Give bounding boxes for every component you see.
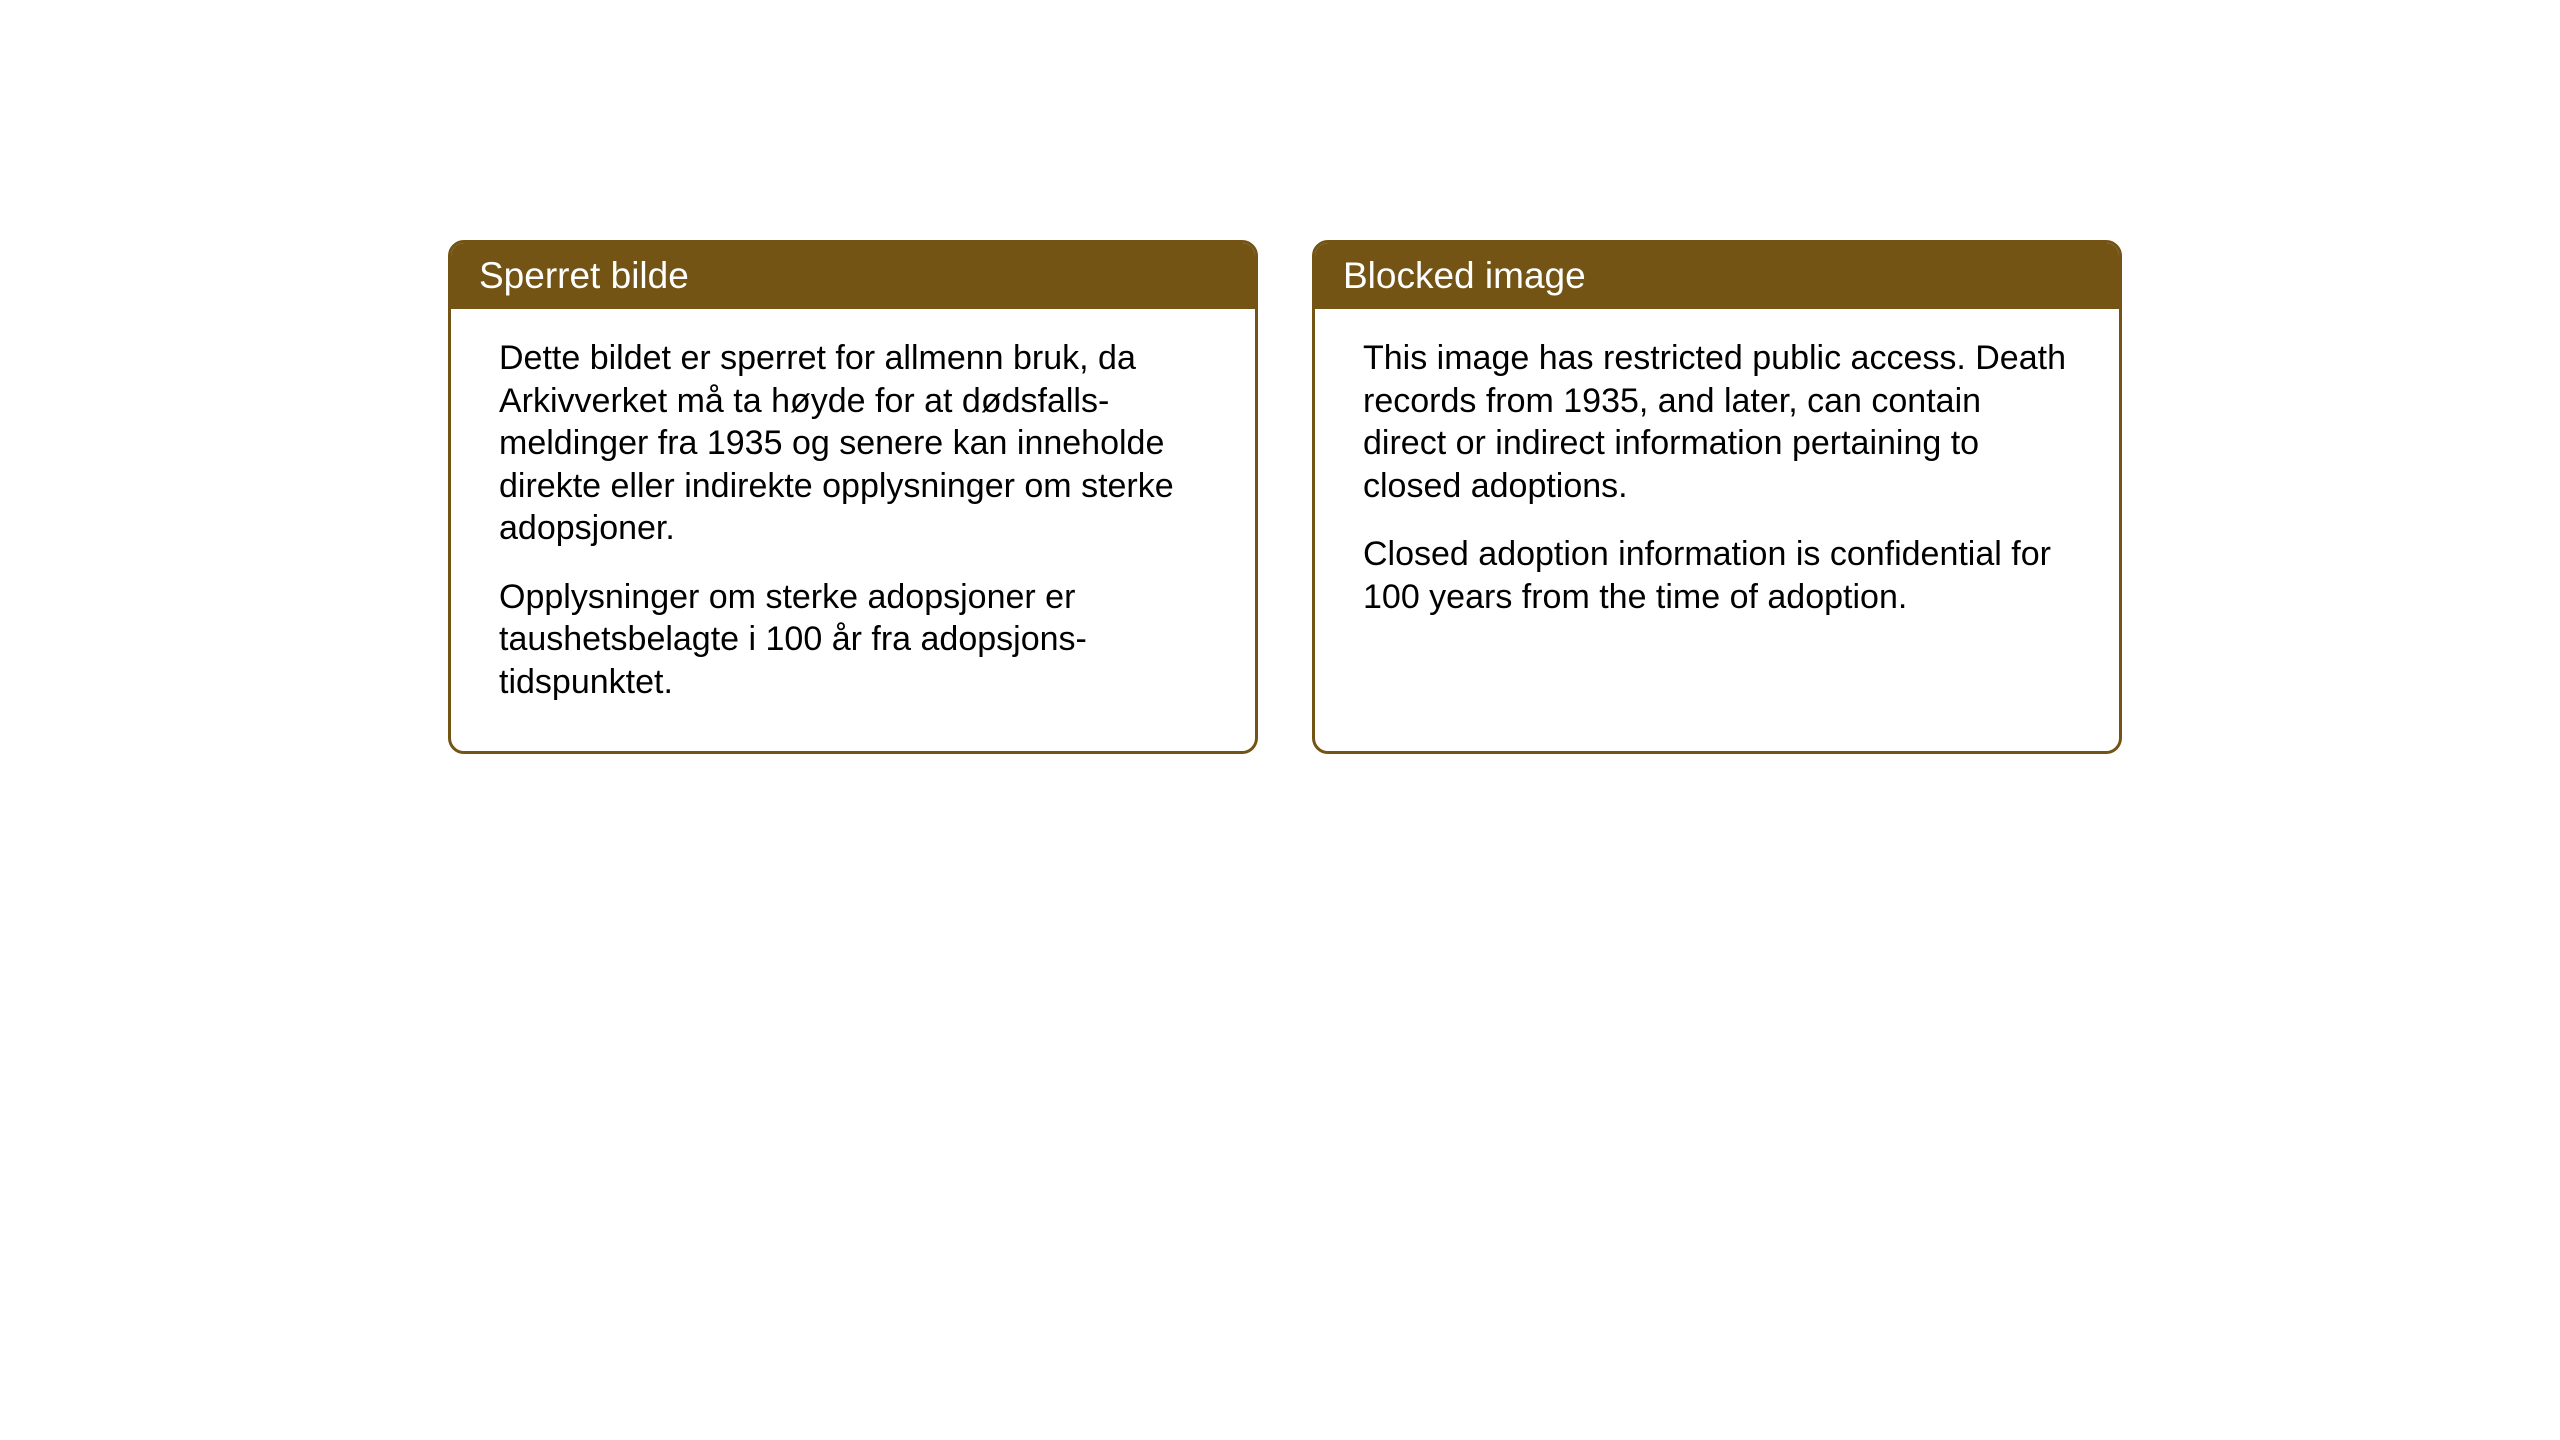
- notice-paragraph: Dette bildet er sperret for allmenn bruk…: [499, 337, 1207, 550]
- notice-container: Sperret bilde Dette bildet er sperret fo…: [0, 0, 2560, 754]
- notice-box-english: Blocked image This image has restricted …: [1312, 240, 2122, 754]
- notice-paragraph: Opplysninger om sterke adopsjoner er tau…: [499, 576, 1207, 704]
- notice-paragraph: Closed adoption information is confident…: [1363, 533, 2071, 618]
- notice-header-norwegian: Sperret bilde: [451, 243, 1255, 309]
- notice-box-norwegian: Sperret bilde Dette bildet er sperret fo…: [448, 240, 1258, 754]
- notice-body-english: This image has restricted public access.…: [1315, 309, 2119, 751]
- notice-paragraph: This image has restricted public access.…: [1363, 337, 2071, 507]
- notice-header-english: Blocked image: [1315, 243, 2119, 309]
- notice-body-norwegian: Dette bildet er sperret for allmenn bruk…: [451, 309, 1255, 751]
